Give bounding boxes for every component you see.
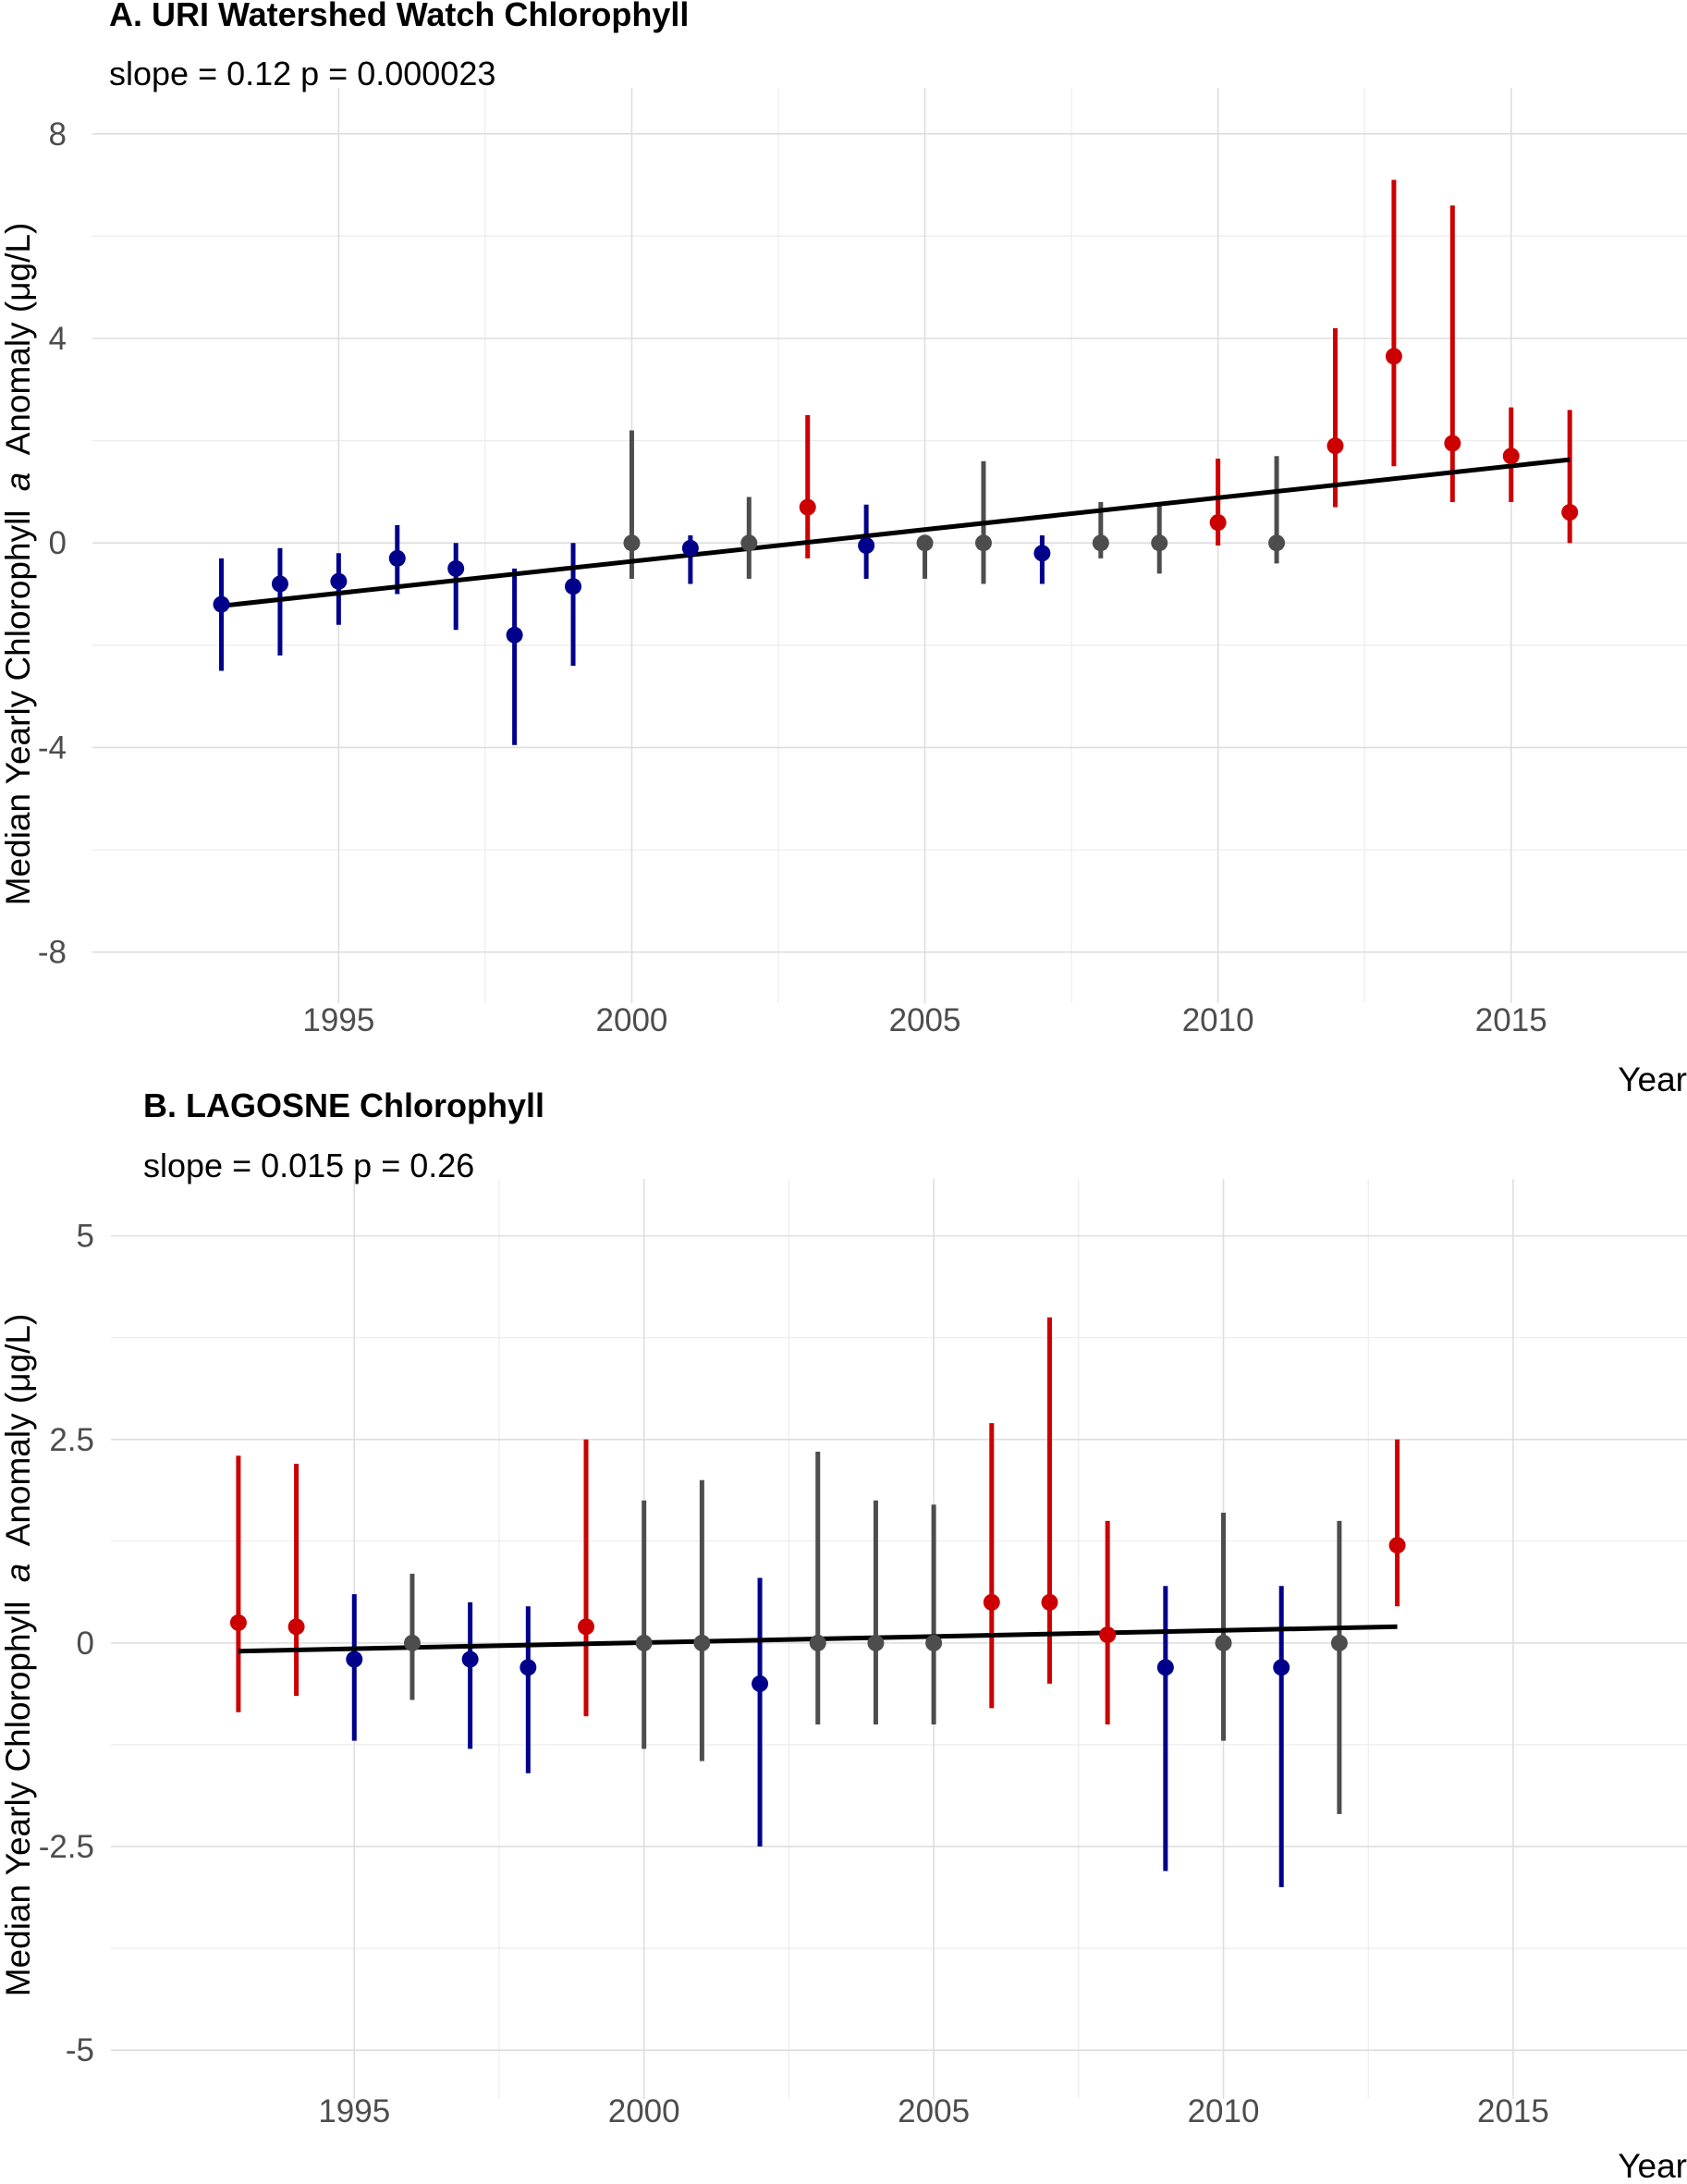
panel-a-point-2002 <box>740 534 758 552</box>
panel-a-y-tick-label: 8 <box>49 117 67 153</box>
panel-a-y-axis-label: Median Yearly Chlorophyll a Anomaly (μg/… <box>0 223 37 906</box>
panel-b-point-2013 <box>1388 1537 1406 1554</box>
panel-b-point-2006 <box>983 1593 1000 1611</box>
panel-b-point-2010 <box>1215 1634 1232 1651</box>
panel-a-point-2001 <box>681 539 699 557</box>
panel-a-point-2007 <box>1033 545 1051 562</box>
panel-b-point-2011 <box>1273 1659 1290 1676</box>
panel-b: B. LAGOSNE Chlorophyll slope = 0.015 p =… <box>0 1086 1687 2184</box>
panel-a-point-2003 <box>799 498 816 516</box>
panel-a-y-tick-label: -8 <box>38 935 67 971</box>
panel-a-point-1994 <box>271 575 288 593</box>
panel-b-point-1997 <box>461 1650 479 1668</box>
panel-b-point-2009 <box>1156 1659 1174 1676</box>
panel-b-title: B. LAGOSNE Chlorophyll <box>143 1086 544 1124</box>
panel-b-y-axis-label-part-1: Median Yearly Chlorophyll <box>0 1601 37 1996</box>
panel-b-y-tick-label: -2.5 <box>39 1829 94 1865</box>
panel-b-point-1995 <box>346 1650 363 1668</box>
panel-b-y-axis-label-part-2: a <box>0 1564 37 1583</box>
panel-a-point-2000 <box>623 534 641 552</box>
panel-b-y-tick-label: -5 <box>66 2032 94 2068</box>
panel-b-point-2008 <box>1099 1626 1117 1644</box>
panel-b-point-2012 <box>1330 1634 1348 1651</box>
panel-b-y-tick-labels: -5 -2.5 0 2.5 5 <box>39 1219 94 2069</box>
panel-a-y-tick-label: 4 <box>49 321 67 357</box>
panel-a-data <box>213 179 1579 745</box>
panel-a-point-2012 <box>1326 437 1344 455</box>
panel-a-point-2015 <box>1502 448 1520 465</box>
panel-a-point-2016 <box>1561 504 1579 521</box>
panel-a-point-1999 <box>565 578 582 595</box>
panel-a: A. URI Watershed Watch Chlorophyll slope… <box>0 0 1687 1098</box>
panel-b-x-tick-label: 2000 <box>608 2093 680 2129</box>
panel-b-point-2007 <box>1041 1593 1058 1611</box>
panel-a-point-1998 <box>506 626 523 644</box>
panel-b-point-2004 <box>867 1634 885 1651</box>
panel-b-x-tick-label: 2010 <box>1188 2093 1260 2129</box>
panel-a-point-1996 <box>388 549 406 567</box>
panel-b-y-axis-label-part-3: Anomaly (μg/L) <box>0 1314 37 1547</box>
panel-b-grid <box>111 1179 1687 2099</box>
panel-b-point-2000 <box>635 1634 653 1651</box>
panel-a-point-2011 <box>1268 534 1286 552</box>
panel-b-x-axis-label: Year <box>1618 2147 1687 2184</box>
panel-a-y-tick-labels: -8 -4 0 4 8 <box>38 117 67 971</box>
panel-b-y-tick-label: 0 <box>77 1626 94 1662</box>
panel-a-grid <box>92 88 1687 1003</box>
panel-a-point-1997 <box>447 559 465 577</box>
panel-a-title: A. URI Watershed Watch Chlorophyll <box>109 0 689 33</box>
panel-a-point-1995 <box>330 572 348 590</box>
panel-b-point-2003 <box>809 1634 826 1651</box>
panel-a-point-2004 <box>858 537 875 554</box>
panel-a-point-2014 <box>1444 435 1461 452</box>
panel-b-point-1996 <box>403 1634 421 1651</box>
panel-b-point-2005 <box>925 1634 943 1651</box>
panel-a-y-tick-label: 0 <box>49 525 67 561</box>
panel-a-point-2008 <box>1092 534 1109 552</box>
panel-a-point-1993 <box>213 595 230 613</box>
panel-a-y-axis-label-part-3: Anomaly (μg/L) <box>0 223 37 456</box>
panel-a-point-2009 <box>1151 534 1168 552</box>
panel-b-subtitle: slope = 0.015 p = 0.26 <box>143 1147 474 1184</box>
panel-a-x-tick-label: 2010 <box>1182 1002 1254 1038</box>
panel-a-x-tick-label: 2000 <box>596 1002 668 1038</box>
panel-b-x-tick-label: 2005 <box>898 2093 970 2129</box>
panel-b-point-1999 <box>578 1618 595 1636</box>
panel-b-point-1998 <box>520 1659 537 1676</box>
panel-a-point-2005 <box>916 534 934 552</box>
panel-a-x-tick-label: 2015 <box>1475 1002 1547 1038</box>
panel-b-data <box>229 1317 1406 1888</box>
panel-b-x-tick-label: 1995 <box>318 2093 390 2129</box>
panel-a-subtitle: slope = 0.12 p = 0.000023 <box>109 55 495 92</box>
panel-a-x-tick-label: 1995 <box>302 1002 374 1038</box>
panel-b-y-axis-label: Median Yearly Chlorophyll a Anomaly (μg/… <box>0 1314 37 1997</box>
panel-a-y-axis-label-part-2: a <box>0 472 37 492</box>
panel-a-x-axis-label: Year <box>1618 1061 1687 1098</box>
panel-a-point-2010 <box>1209 514 1227 532</box>
panel-a-x-tick-label: 2005 <box>889 1002 961 1038</box>
panel-a-y-tick-label: -4 <box>38 730 67 766</box>
panel-b-y-tick-label: 5 <box>77 1219 94 1255</box>
panel-a-trend-line <box>221 457 1571 608</box>
panel-b-point-2001 <box>693 1634 711 1651</box>
panel-a-y-axis-label-part-1: Median Yearly Chlorophyll <box>0 509 37 905</box>
panel-b-point-2002 <box>752 1675 769 1692</box>
panel-b-point-1994 <box>287 1618 305 1636</box>
panel-b-point-1993 <box>229 1613 247 1631</box>
panel-a-x-tick-labels: 1995 2000 2005 2010 2015 <box>302 1002 1546 1038</box>
panel-a-point-2006 <box>974 534 992 552</box>
panel-b-x-tick-label: 2015 <box>1477 2093 1549 2129</box>
panel-b-y-tick-label: 2.5 <box>49 1422 94 1458</box>
panel-b-x-tick-labels: 1995 2000 2005 2010 2015 <box>318 2093 1549 2129</box>
panel-a-point-2013 <box>1385 348 1402 365</box>
